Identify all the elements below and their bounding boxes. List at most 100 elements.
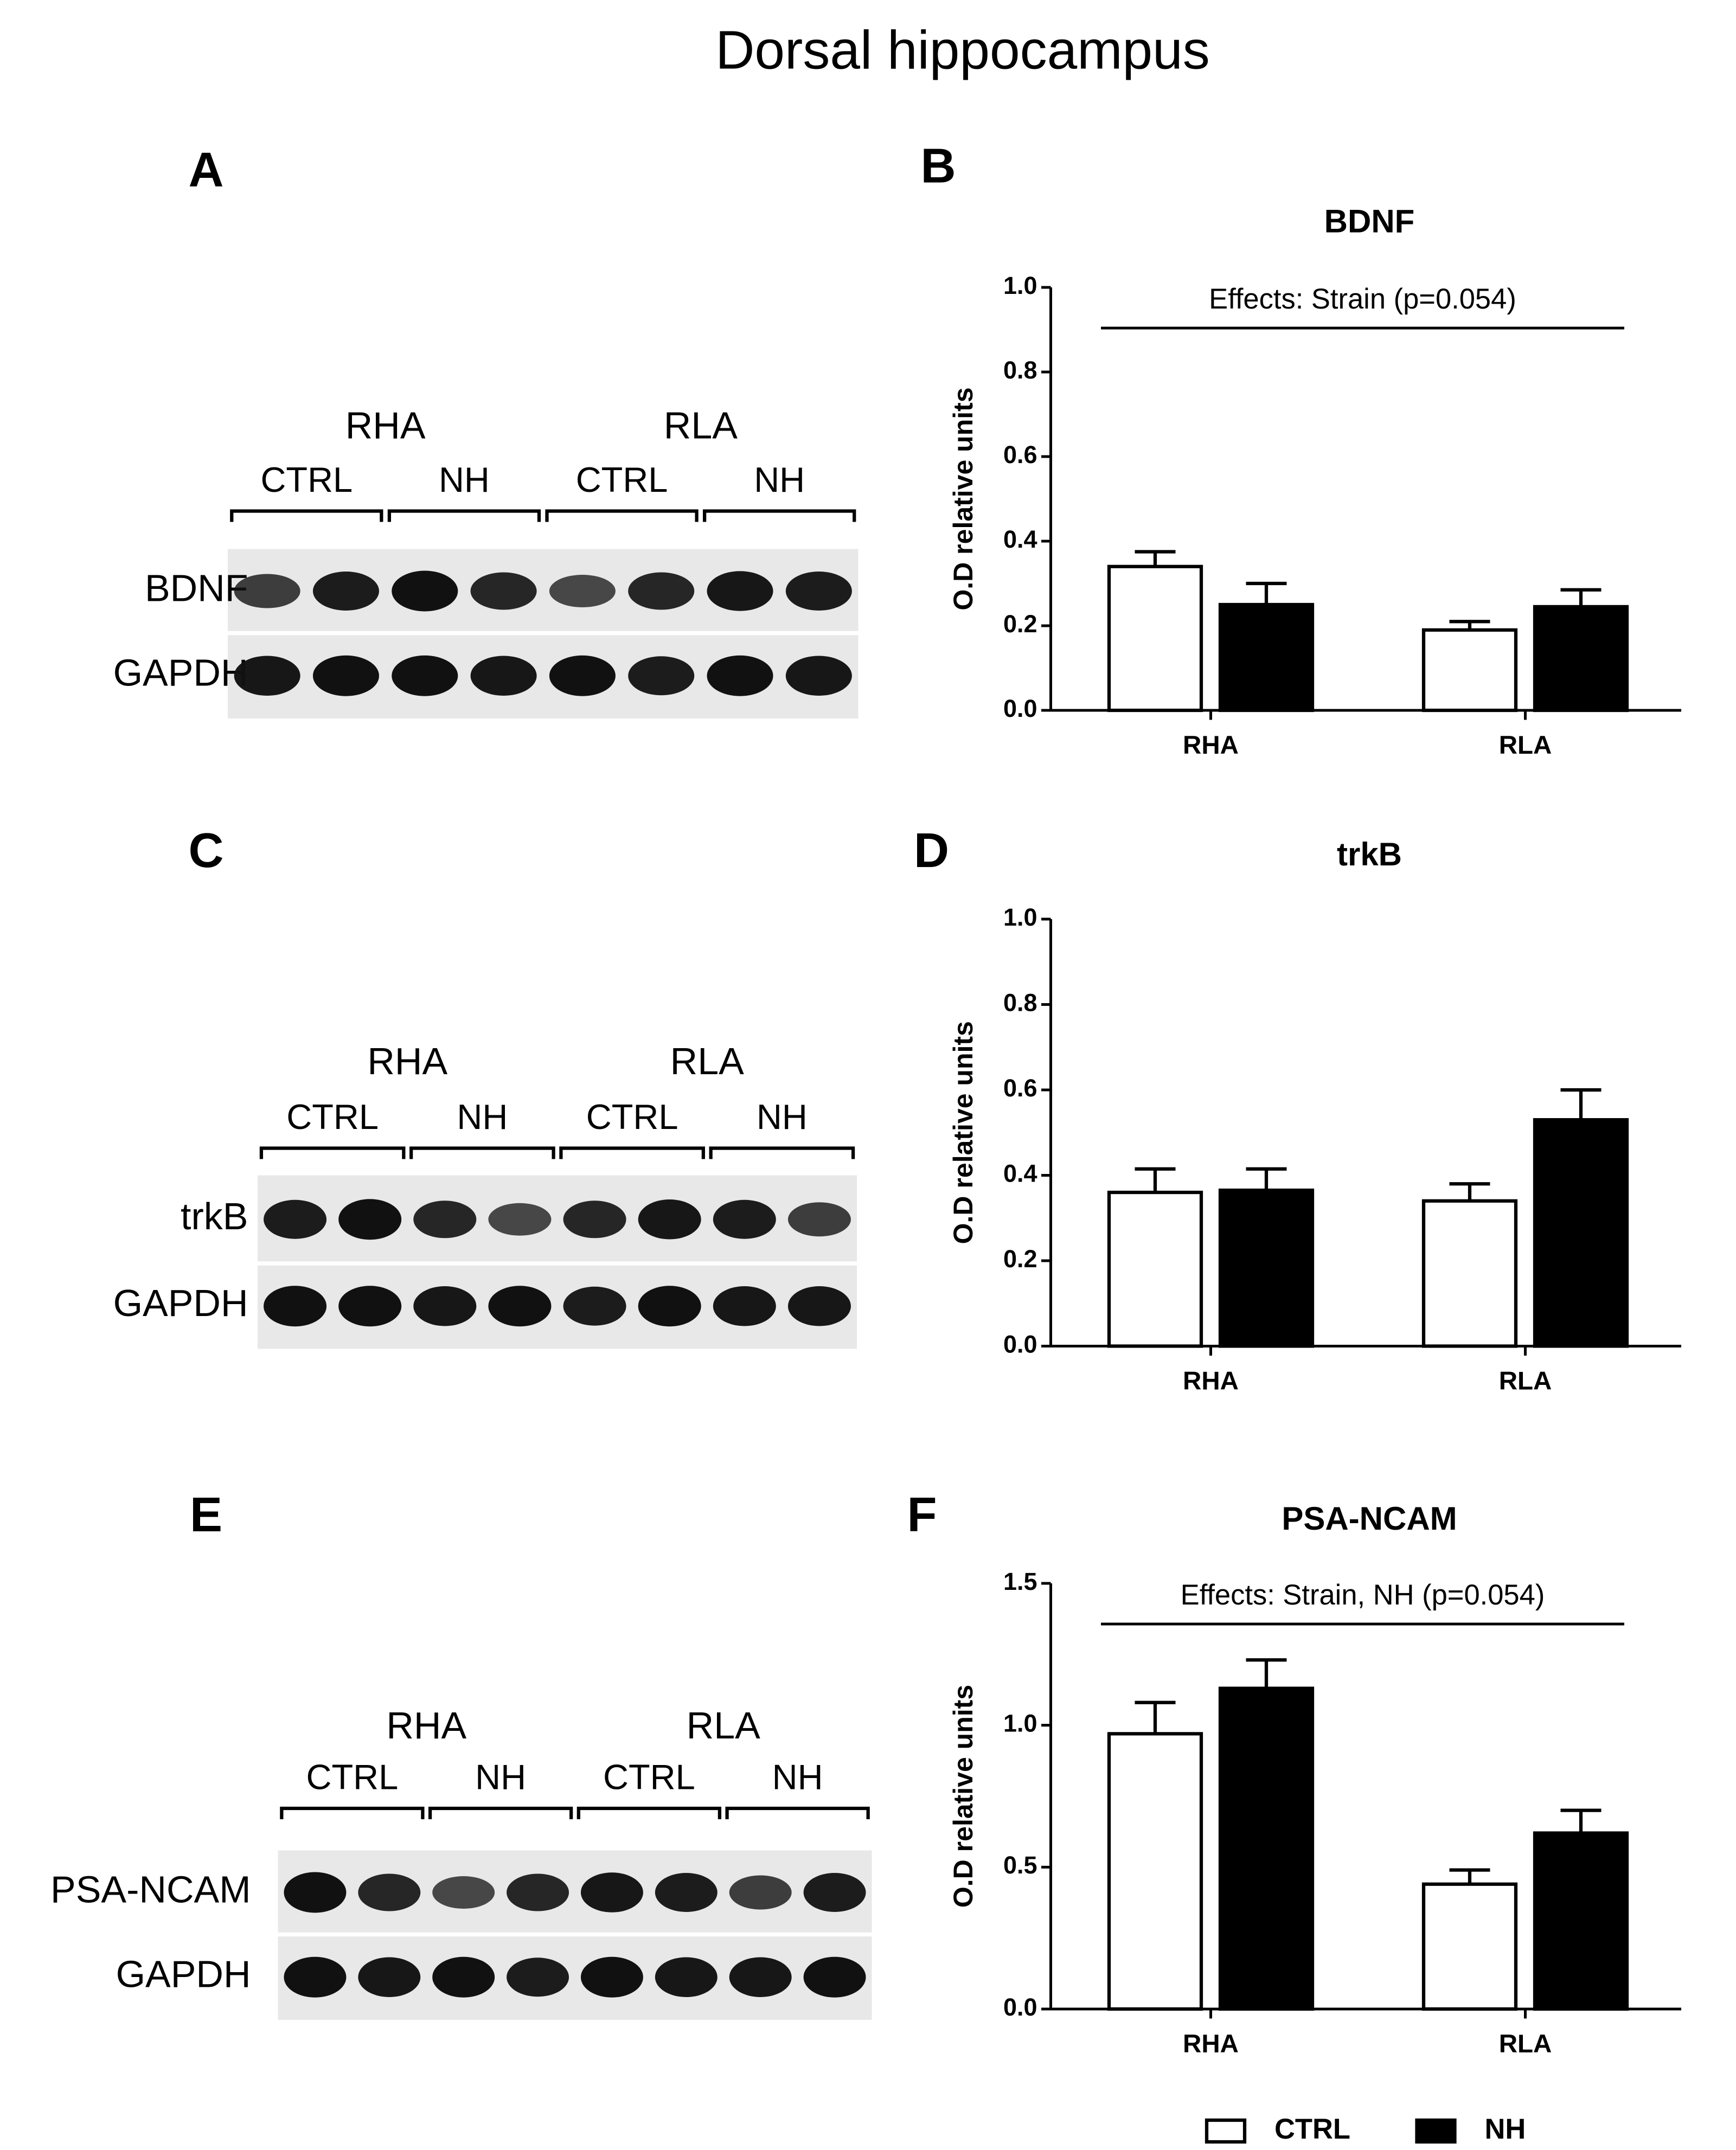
band xyxy=(470,656,537,696)
band xyxy=(392,570,458,612)
band xyxy=(638,1199,701,1240)
y-tick-label: 0.8 xyxy=(1003,989,1037,1016)
band xyxy=(707,571,773,611)
band xyxy=(284,1872,347,1913)
panel-letter: E xyxy=(190,1488,222,1542)
y-tick-label: 0.8 xyxy=(1003,356,1037,384)
y-tick-label: 0.6 xyxy=(1003,441,1037,468)
bar xyxy=(1533,1118,1629,1348)
panel-letter: A xyxy=(189,143,224,197)
group-label: NH xyxy=(475,1757,526,1797)
x-tick-label: RHA xyxy=(1183,731,1239,760)
row-label: trkB xyxy=(181,1195,248,1237)
row-label: GAPDH xyxy=(113,652,248,694)
y-tick-label: 0.4 xyxy=(1003,525,1037,553)
bar xyxy=(1421,1882,1518,2011)
band xyxy=(707,655,773,696)
y-tick-label: 1.0 xyxy=(1003,272,1037,299)
bar xyxy=(1421,628,1518,713)
band xyxy=(507,1958,569,1997)
band xyxy=(713,1286,776,1326)
chart-title: trkB xyxy=(1337,836,1402,872)
legend-label: CTRL xyxy=(1274,2113,1350,2145)
x-tick-label: RLA xyxy=(1499,1367,1552,1396)
band xyxy=(488,1286,552,1327)
chart-title: BDNF xyxy=(1324,203,1415,239)
band xyxy=(580,1872,643,1912)
y-axis-label: O.D relative units xyxy=(948,1685,978,1908)
strain-label: RLA xyxy=(664,404,738,446)
y-tick-label: 0.5 xyxy=(1003,1851,1037,1879)
x-tick-label: RHA xyxy=(1183,1367,1239,1396)
figure-title: Dorsal hippocampus xyxy=(715,20,1210,80)
bar xyxy=(1107,1190,1203,1348)
x-tick-label: RLA xyxy=(1499,731,1552,760)
bracket xyxy=(409,1146,555,1159)
band xyxy=(312,655,379,696)
group-label: CTRL xyxy=(576,460,668,499)
band xyxy=(432,1876,495,1909)
annotation: Effects: Strain, NH (p=0.054) xyxy=(1181,1579,1545,1611)
band xyxy=(488,1203,552,1236)
x-tick-label: RLA xyxy=(1499,2030,1552,2058)
y-tick-label: 0.0 xyxy=(1003,1330,1037,1358)
bar xyxy=(1421,1199,1518,1348)
y-tick-label: 0.0 xyxy=(1003,1993,1037,2021)
band xyxy=(563,1286,626,1326)
legend-swatch xyxy=(1205,2118,1247,2144)
bracket xyxy=(428,1806,573,1819)
bar xyxy=(1218,1686,1315,2011)
panel-letter: F xyxy=(907,1488,937,1542)
annotation: Effects: Strain (p=0.054) xyxy=(1209,283,1516,315)
band xyxy=(785,656,852,696)
band xyxy=(432,1956,495,1998)
bracket xyxy=(230,509,383,522)
bracket xyxy=(725,1806,870,1819)
group-label: CTRL xyxy=(586,1097,678,1137)
row-label: PSA-NCAM xyxy=(50,1868,251,1910)
band xyxy=(803,1956,866,1998)
bracket xyxy=(576,1806,722,1819)
band xyxy=(413,1286,477,1326)
band xyxy=(284,1956,347,1998)
row-label: GAPDH xyxy=(116,1953,251,1995)
band xyxy=(729,1957,792,1998)
row-label: BDNF xyxy=(145,567,248,609)
band xyxy=(787,1286,851,1326)
bracket xyxy=(545,509,699,522)
band xyxy=(234,656,300,696)
strain-label: RHA xyxy=(345,404,426,446)
band xyxy=(264,1286,327,1327)
group-label: NH xyxy=(457,1097,508,1137)
band xyxy=(549,655,616,696)
band xyxy=(638,1286,701,1327)
bracket xyxy=(387,509,541,522)
group-label: CTRL xyxy=(603,1757,695,1797)
band xyxy=(358,1873,421,1911)
group-label: NH xyxy=(772,1757,823,1797)
group-label: CTRL xyxy=(260,460,353,499)
group-label: NH xyxy=(757,1097,808,1137)
legend-label: NH xyxy=(1485,2113,1526,2145)
band xyxy=(392,655,458,696)
band xyxy=(358,1957,421,1998)
panel-letter: D xyxy=(914,824,949,878)
y-tick-label: 0.2 xyxy=(1003,610,1037,638)
band xyxy=(713,1199,776,1239)
y-tick-label: 1.0 xyxy=(1003,903,1037,931)
bar xyxy=(1107,1732,1203,2011)
group-label: NH xyxy=(754,460,805,499)
y-tick-label: 0.4 xyxy=(1003,1159,1037,1187)
bar xyxy=(1218,1188,1315,1348)
band xyxy=(787,1202,851,1237)
bracket xyxy=(280,1806,425,1819)
y-tick-label: 1.5 xyxy=(1003,1568,1037,1595)
group-label: NH xyxy=(439,460,490,499)
band xyxy=(628,572,695,610)
band xyxy=(338,1286,402,1327)
band xyxy=(729,1875,792,1910)
band xyxy=(264,1199,327,1239)
band xyxy=(549,575,616,607)
band xyxy=(338,1199,402,1240)
band xyxy=(580,1956,643,1998)
